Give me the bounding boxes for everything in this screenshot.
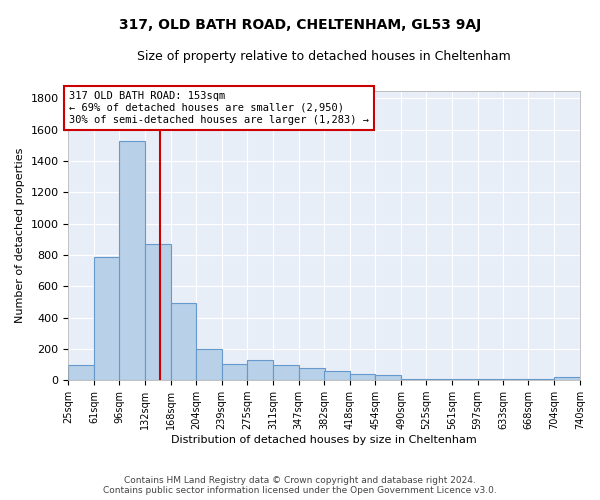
Bar [145,244,171,380]
X-axis label: Distribution of detached houses by size in Cheltenham: Distribution of detached houses by size … [172,435,477,445]
Bar [273,364,299,380]
Bar [196,349,222,380]
Bar [247,360,273,380]
Text: 317, OLD BATH ROAD, CHELTENHAM, GL53 9AJ: 317, OLD BATH ROAD, CHELTENHAM, GL53 9AJ [119,18,481,32]
Y-axis label: Number of detached properties: Number of detached properties [15,148,25,323]
Text: 317 OLD BATH ROAD: 153sqm
← 69% of detached houses are smaller (2,950)
30% of se: 317 OLD BATH ROAD: 153sqm ← 69% of detac… [69,92,369,124]
Bar [119,140,145,380]
Bar [554,377,580,380]
Bar [376,374,401,380]
Title: Size of property relative to detached houses in Cheltenham: Size of property relative to detached ho… [137,50,511,63]
Bar [350,374,376,380]
Bar [324,371,350,380]
Bar [68,364,94,380]
Bar [221,364,247,380]
Bar [299,368,325,380]
Bar [94,256,120,380]
Bar [171,304,196,380]
Text: Contains HM Land Registry data © Crown copyright and database right 2024.
Contai: Contains HM Land Registry data © Crown c… [103,476,497,495]
